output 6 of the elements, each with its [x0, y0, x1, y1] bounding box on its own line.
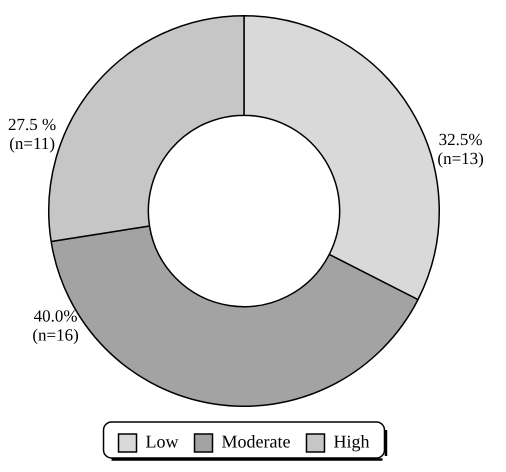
data-label: 40.0% (n=16) — [32, 306, 79, 345]
data-label: 32.5% (n=13) — [437, 130, 484, 168]
legend-label: Moderate — [222, 432, 290, 452]
legend-label: Low — [146, 432, 179, 452]
data-label: 27.5 % (n=11) — [8, 114, 56, 153]
legend-label: High — [333, 432, 370, 452]
